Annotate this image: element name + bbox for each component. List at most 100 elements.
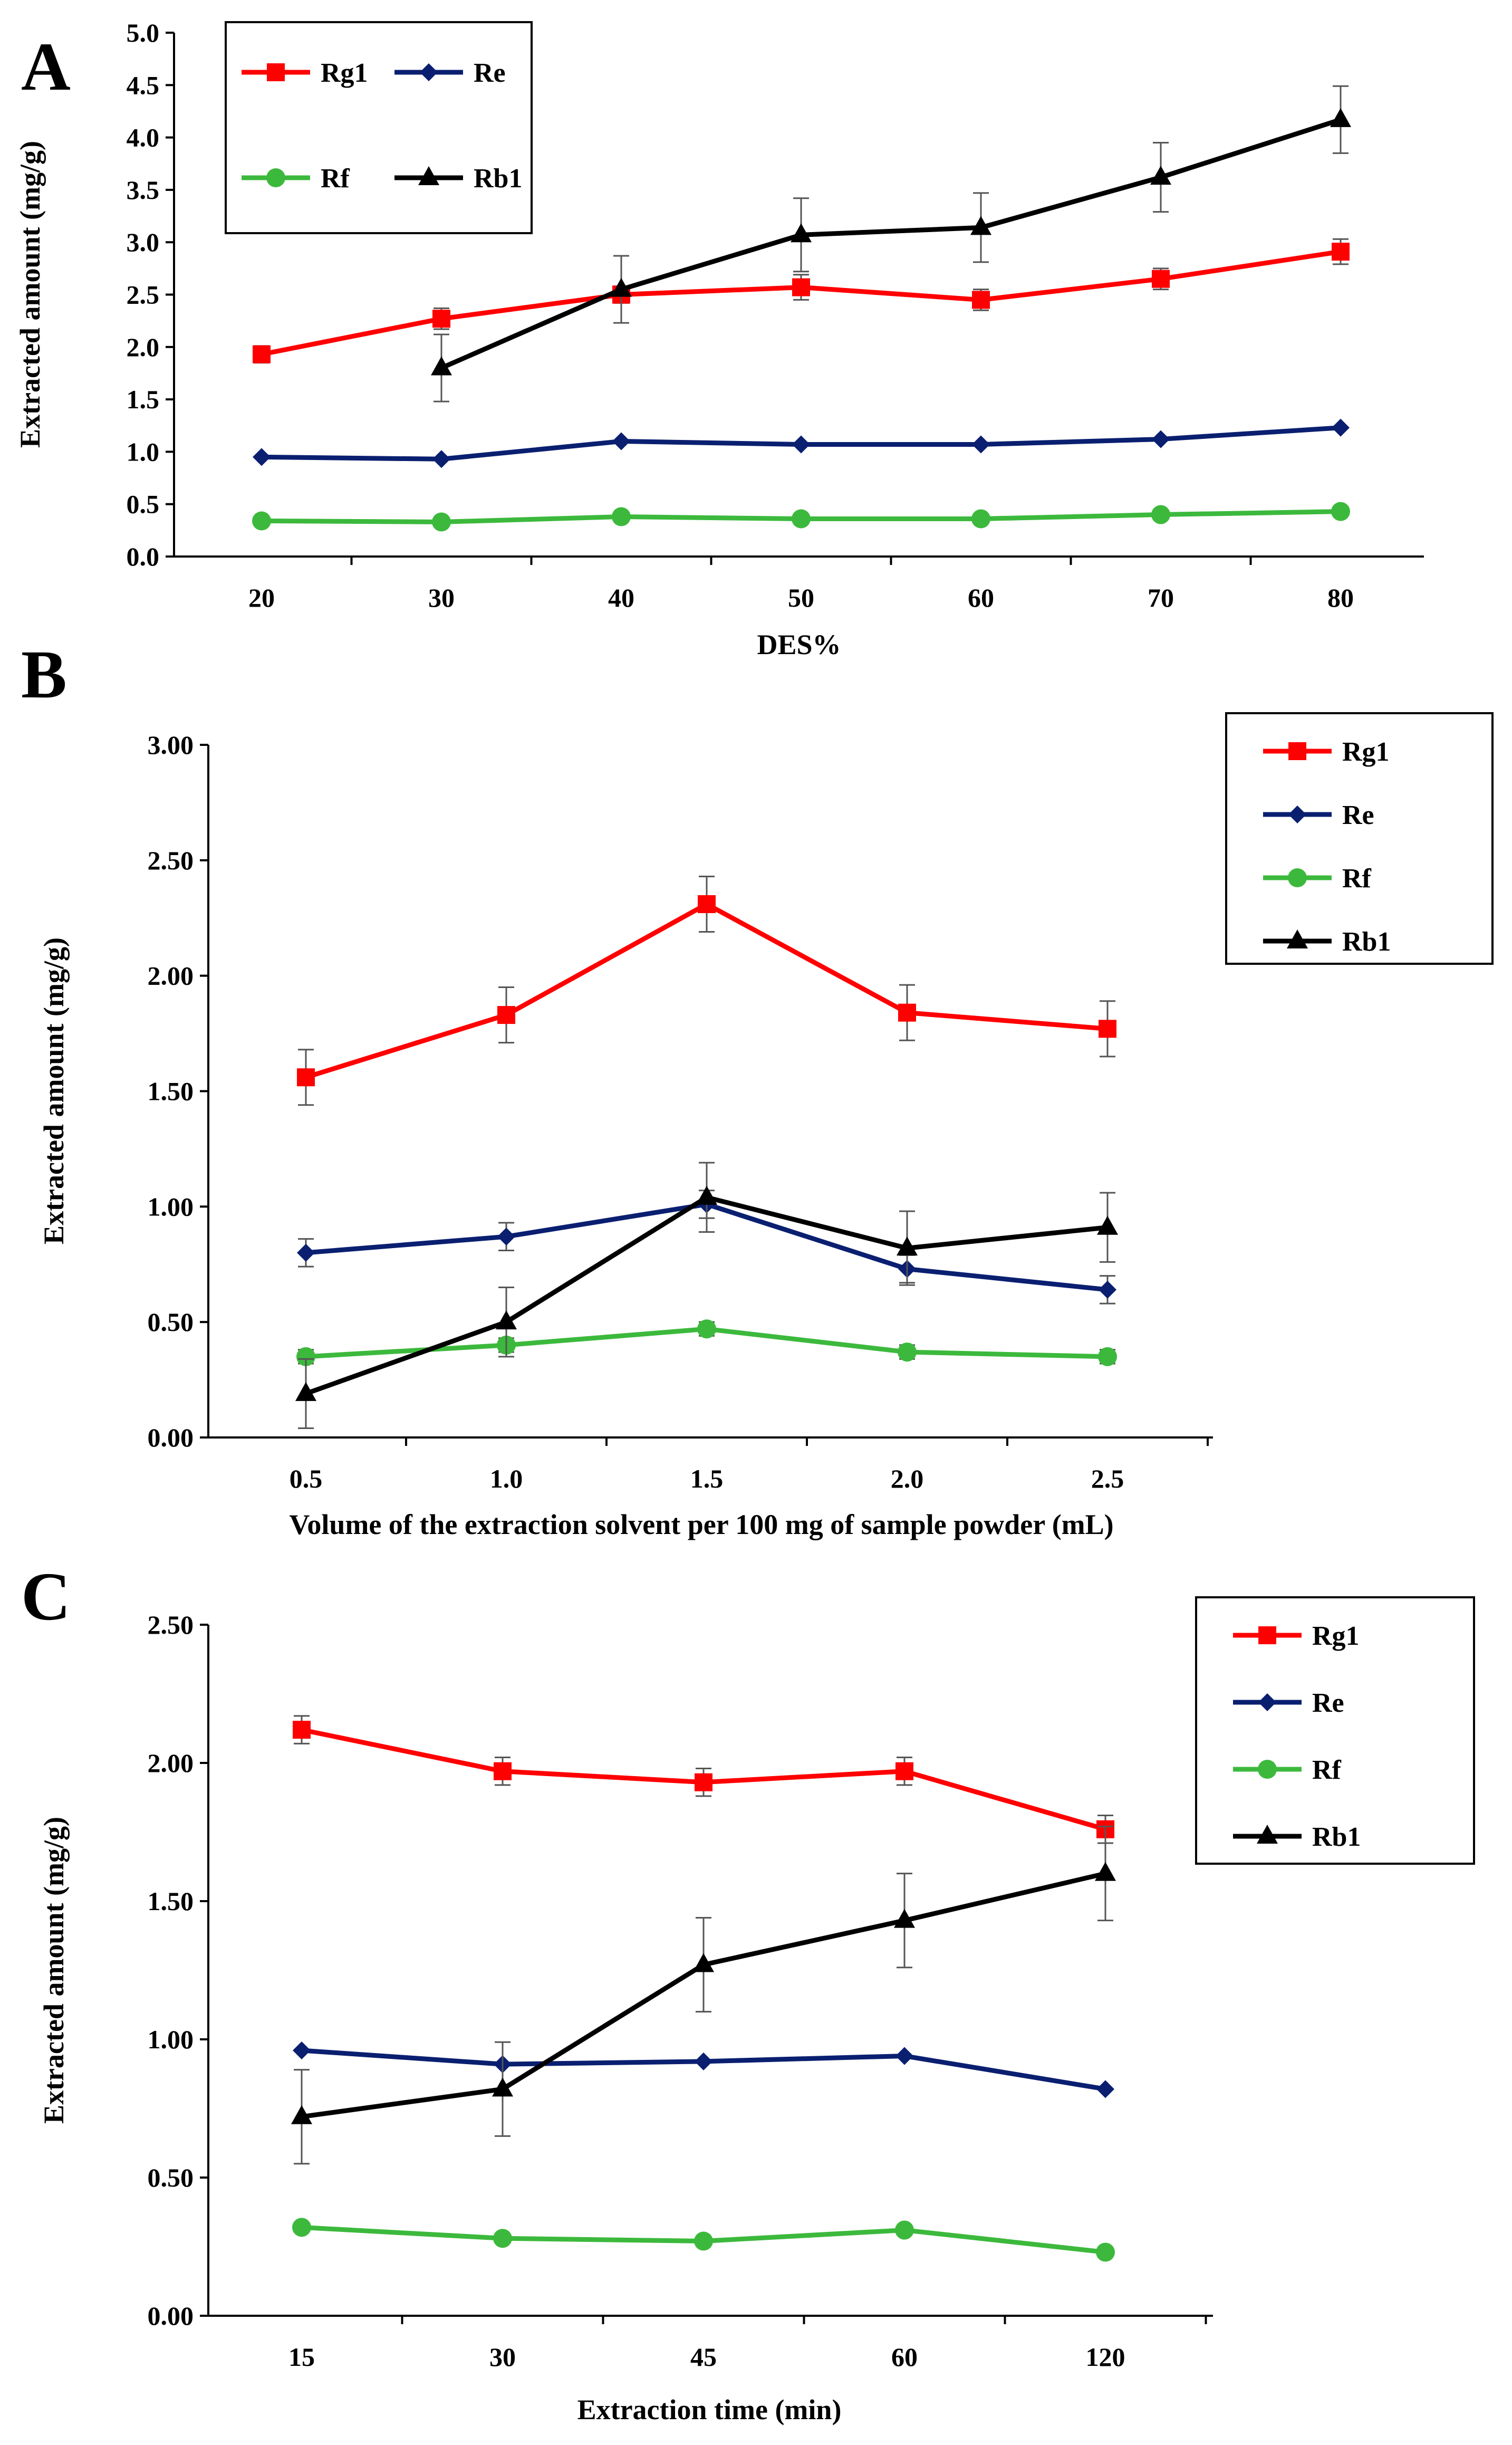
data-point: [971, 509, 990, 529]
series-rg1: [253, 238, 1350, 364]
legend-label: Rf: [1342, 864, 1372, 894]
y-tick-label: 4.5: [127, 70, 160, 100]
x-tick-label: 1.0: [490, 1464, 523, 1493]
y-tick-label: 0.50: [148, 1307, 194, 1337]
data-point: [1096, 2080, 1114, 2098]
legend-label: Rf: [321, 164, 350, 194]
y-tick-label: 2.50: [148, 1610, 194, 1639]
legend-item-rg1: Rg1: [242, 58, 368, 88]
legend-box: [1225, 712, 1494, 965]
legend-marker: [1288, 806, 1306, 823]
data-point: [792, 435, 810, 454]
data-point: [493, 2229, 512, 2248]
y-tick-label: 1.5: [127, 385, 160, 414]
x-axis-title: Volume of the extraction solvent per 100…: [289, 1509, 1113, 1540]
data-point: [895, 2220, 914, 2240]
x-tick-label: 15: [288, 2342, 315, 2372]
legend-marker: [418, 166, 439, 185]
x-tick-label: 40: [608, 583, 634, 612]
legend-label: Re: [1342, 800, 1374, 830]
data-point: [1096, 2242, 1115, 2262]
data-point: [1332, 418, 1350, 437]
legend-marker: [420, 63, 438, 81]
legend-marker: [266, 168, 285, 187]
data-point: [293, 2041, 311, 2059]
data-point: [1098, 1347, 1117, 1366]
data-point: [253, 345, 271, 363]
legend-box: [1195, 1596, 1475, 1865]
legend-label: Rg1: [1312, 1621, 1360, 1651]
y-tick-label: 2.5: [127, 280, 160, 310]
data-point: [253, 448, 271, 466]
data-point: [432, 450, 450, 468]
data-point: [297, 1243, 315, 1262]
legend: Rg1 Re Rf Rb1: [1225, 712, 1494, 965]
x-tick-label: 2.0: [891, 1464, 924, 1493]
data-point: [291, 2105, 312, 2124]
data-point: [492, 2077, 513, 2097]
legend-marker: [1288, 742, 1306, 760]
data-point: [432, 512, 451, 532]
legend-item-rb1: Rb1: [1263, 927, 1391, 957]
legend-marker: [1258, 1693, 1276, 1711]
data-point: [792, 509, 811, 529]
data-point: [292, 2218, 311, 2237]
data-point: [1095, 1862, 1116, 1881]
legend: Rg1 Re Rf Rb1: [225, 21, 533, 234]
x-tick-label: 45: [690, 2342, 717, 2372]
y-tick-label: 5.0: [127, 18, 160, 47]
y-tick-label: 2.50: [148, 846, 194, 875]
series-rf: [252, 502, 1350, 532]
data-point: [612, 507, 631, 526]
y-axis-title: Extracted amount (mg/g): [14, 141, 46, 448]
legend-label: Re: [474, 58, 506, 88]
data-point: [296, 1347, 315, 1366]
legend-item-rg1: Rg1: [1263, 737, 1390, 767]
data-point: [295, 1382, 316, 1401]
x-tick-label: 1.5: [690, 1464, 724, 1493]
legend-label: Rb1: [474, 164, 522, 194]
data-point: [1097, 1215, 1118, 1235]
data-point: [612, 432, 630, 450]
data-point: [898, 1343, 917, 1362]
data-point: [895, 2047, 913, 2065]
y-tick-label: 0.5: [127, 490, 160, 519]
legend-item-rf: Rf: [1233, 1755, 1342, 1785]
series-re: [293, 2041, 1114, 2098]
data-point: [696, 1185, 717, 1205]
legend-box: [225, 21, 533, 234]
panel-letter: A: [21, 29, 71, 105]
x-tick-label: 50: [788, 583, 814, 612]
y-tick-label: 1.50: [148, 1886, 194, 1916]
x-tick-label: 60: [891, 2342, 918, 2372]
data-point: [1152, 270, 1170, 288]
y-tick-label: 3.5: [127, 175, 160, 205]
data-point: [496, 1310, 517, 1330]
x-tick-label: 80: [1327, 583, 1354, 612]
legend-marker: [1257, 1825, 1278, 1844]
series-rb1: [295, 1162, 1118, 1429]
data-point: [972, 435, 990, 454]
data-point: [970, 216, 991, 235]
y-tick-label: 1.00: [148, 2025, 194, 2054]
y-axis-title: Extracted amount (mg/g): [38, 1817, 70, 2124]
data-point: [1152, 430, 1170, 448]
y-tick-label: 1.00: [148, 1192, 194, 1221]
data-point: [431, 356, 452, 376]
data-point: [693, 1953, 714, 1972]
series-rf: [296, 1319, 1117, 1366]
y-tick-label: 3.00: [148, 730, 194, 760]
series-line: [440, 117, 1342, 370]
series-re: [253, 418, 1350, 468]
data-point: [1330, 108, 1351, 127]
series-rb1: [291, 1826, 1116, 2165]
legend-label: Rb1: [1342, 927, 1391, 957]
data-point: [1150, 166, 1171, 185]
legend-marker: [1287, 929, 1308, 948]
x-tick-label: 30: [428, 583, 455, 612]
data-point: [894, 1909, 915, 1928]
y-tick-label: 2.0: [127, 332, 160, 362]
data-point: [293, 1721, 311, 1739]
y-tick-label: 0.00: [148, 1423, 194, 1452]
